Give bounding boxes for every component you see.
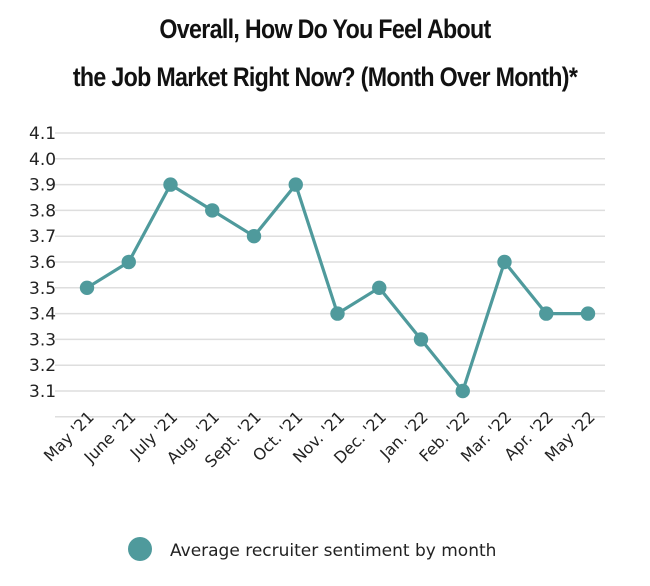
data-point [163, 177, 178, 192]
data-point [372, 280, 387, 295]
y-tick-label: 3.4 [29, 305, 56, 325]
chart-title-line-2: the Job Market Right Now? (Month Over Mo… [72, 62, 578, 92]
data-point [413, 332, 429, 347]
y-tick-label: 4.0 [29, 150, 56, 170]
chart-title-line-1: Overall, How Do You Feel About [159, 14, 491, 44]
y-tick-label: 3.9 [29, 176, 56, 196]
data-point [288, 177, 303, 192]
data-point [79, 280, 95, 295]
data-point [580, 306, 596, 321]
y-tick-label: 3.8 [29, 201, 56, 221]
data-point [539, 306, 554, 321]
legend-marker [128, 537, 152, 561]
legend-label: Average recruiter sentiment by month [170, 541, 496, 561]
data-point [455, 383, 470, 399]
y-tick-label: 3.7 [29, 227, 56, 247]
y-tick-label: 3.2 [29, 356, 56, 376]
y-tick-label: 3.3 [29, 330, 56, 350]
y-tick-label: 3.6 [29, 253, 56, 273]
data-point [497, 254, 512, 270]
y-tick-label: 3.1 [29, 382, 56, 402]
data-point [246, 229, 262, 244]
data-point [330, 306, 345, 321]
y-tick-label: 4.1 [29, 124, 56, 144]
y-tick-label: 3.5 [29, 279, 56, 299]
data-point [205, 203, 220, 218]
data-point [121, 254, 136, 270]
